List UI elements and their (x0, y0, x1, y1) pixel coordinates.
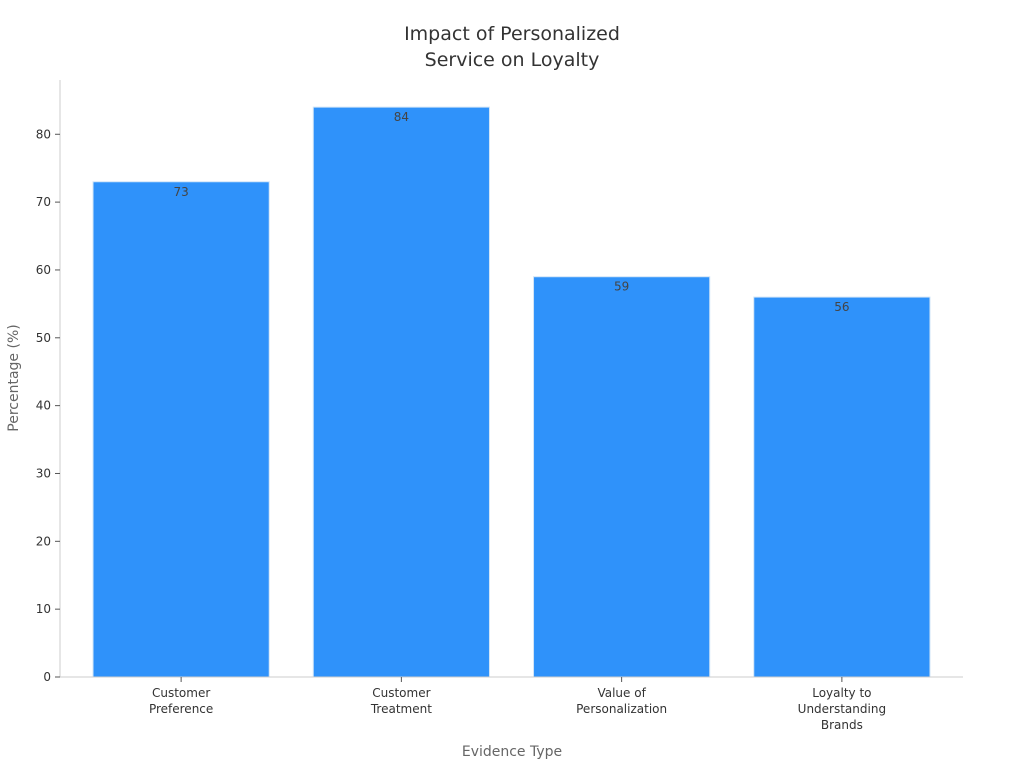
x-tick-label-line: Loyalty to (812, 686, 871, 700)
y-tick-label: 10 (36, 602, 51, 616)
y-tick-label: 70 (36, 195, 51, 209)
y-tick-label: 60 (36, 263, 51, 277)
x-tick-label-line: Customer (372, 686, 430, 700)
bar (753, 296, 931, 678)
x-tick-label-line: Value of (597, 686, 646, 700)
data-label: 84 (394, 110, 409, 124)
data-label: 56 (834, 300, 849, 314)
y-axis: 0 10 20 30 40 50 60 70 80 (36, 80, 61, 684)
y-axis-title: Percentage (%) (6, 324, 22, 431)
x-tick-label-line: Customer (152, 686, 210, 700)
x-tick-label-line: Understanding (798, 702, 886, 716)
data-label: 73 (173, 185, 188, 199)
x-tick-label: Value of Personalization (576, 686, 667, 716)
x-axis-title: Evidence Type (462, 744, 562, 760)
y-tick-label: 30 (36, 466, 51, 480)
x-tick-label-line: Personalization (576, 702, 667, 716)
x-tick-label: Customer Preference (149, 686, 213, 716)
y-tick-label: 20 (36, 534, 51, 548)
bar (312, 106, 490, 678)
y-tick-label: 50 (36, 331, 51, 345)
x-tick-label: Customer Treatment (370, 686, 432, 716)
x-tick-label-line: Brands (821, 718, 863, 732)
x-tick-label-line: Preference (149, 702, 213, 716)
y-tick-label: 80 (36, 127, 51, 141)
data-label: 59 (614, 280, 629, 294)
bars-group: 73 84 59 56 (92, 106, 931, 678)
chart-title-line-1: Impact of Personalized (404, 23, 620, 45)
y-tick-label: 40 (36, 399, 51, 413)
chart-title-line-2: Service on Loyalty (425, 49, 600, 71)
y-tick-label: 0 (43, 670, 51, 684)
x-axis: Customer Preference Customer Treatment Value… (60, 676, 963, 732)
x-tick-label-line: Treatment (370, 702, 432, 716)
bar (92, 181, 270, 678)
bar (533, 276, 711, 678)
x-tick-label: Loyalty to Understanding Brands (798, 686, 886, 732)
